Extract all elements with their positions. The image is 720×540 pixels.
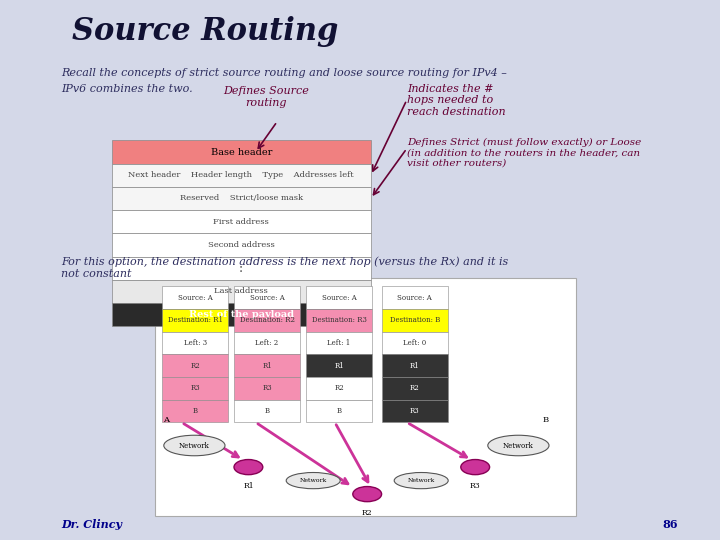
Text: Destination: R3: Destination: R3	[312, 316, 366, 324]
Ellipse shape	[488, 435, 549, 456]
Text: Left: 0: Left: 0	[403, 339, 426, 347]
Text: 86: 86	[662, 519, 678, 530]
Text: Network: Network	[179, 442, 210, 449]
Bar	[306, 377, 372, 400]
Bar	[155, 278, 576, 516]
Bar	[234, 377, 300, 400]
Text: Left: 2: Left: 2	[256, 339, 279, 347]
Bar	[112, 233, 371, 256]
Bar	[112, 280, 371, 303]
Bar	[306, 286, 372, 309]
Bar	[162, 332, 228, 354]
Bar	[382, 332, 448, 354]
Text: R2: R2	[362, 509, 372, 517]
Text: R1: R1	[334, 362, 344, 369]
Bar	[382, 400, 448, 422]
Text: B: B	[193, 407, 197, 415]
Bar	[112, 187, 371, 210]
Text: For this option, the destination address is the next hop (versus the Rx) and it : For this option, the destination address…	[61, 256, 508, 279]
Bar	[234, 332, 300, 354]
Bar	[234, 354, 300, 377]
Text: Source: A: Source: A	[250, 294, 284, 301]
Text: B: B	[337, 407, 341, 415]
Text: Left: 3: Left: 3	[184, 339, 207, 347]
Text: Second address: Second address	[208, 241, 274, 249]
Ellipse shape	[164, 435, 225, 456]
Text: A: A	[163, 416, 168, 424]
Bar	[234, 286, 300, 309]
Text: Network: Network	[503, 442, 534, 449]
Bar	[112, 164, 371, 187]
Text: :: :	[239, 261, 243, 275]
Text: Network: Network	[408, 478, 435, 483]
Text: Rest of the payload: Rest of the payload	[189, 310, 294, 319]
Bar	[112, 140, 371, 164]
Bar	[112, 303, 371, 326]
Text: R2: R2	[190, 362, 200, 369]
Text: R3: R3	[410, 407, 420, 415]
Bar	[382, 309, 448, 332]
Bar	[162, 354, 228, 377]
Text: Source: A: Source: A	[397, 294, 432, 301]
Text: R2: R2	[334, 384, 344, 392]
Text: Source Routing: Source Routing	[72, 16, 338, 47]
Text: IPv6 combines the two.: IPv6 combines the two.	[61, 84, 193, 94]
Text: R1: R1	[410, 362, 420, 369]
Ellipse shape	[461, 460, 490, 475]
Bar	[382, 354, 448, 377]
Bar	[306, 309, 372, 332]
Text: Last address: Last address	[215, 287, 268, 295]
Ellipse shape	[234, 460, 263, 475]
Text: B: B	[265, 407, 269, 415]
Bar	[306, 332, 372, 354]
Text: Recall the concepts of strict source routing and loose source routing for IPv4 –: Recall the concepts of strict source rou…	[61, 68, 507, 78]
Bar	[112, 210, 371, 233]
Text: Source: A: Source: A	[322, 294, 356, 301]
Bar	[162, 377, 228, 400]
Text: Network: Network	[300, 478, 327, 483]
Text: Source: A: Source: A	[178, 294, 212, 301]
Ellipse shape	[353, 487, 382, 502]
Text: R1: R1	[243, 482, 253, 490]
Bar	[162, 286, 228, 309]
Bar	[234, 400, 300, 422]
Text: Indicates the #
hops needed to
reach destination: Indicates the # hops needed to reach des…	[407, 84, 505, 117]
Bar	[162, 400, 228, 422]
Bar	[234, 309, 300, 332]
Bar	[306, 354, 372, 377]
Text: Base header: Base header	[210, 147, 272, 157]
Bar	[382, 377, 448, 400]
Text: R3: R3	[470, 482, 480, 490]
Text: Destination: R2: Destination: R2	[240, 316, 294, 324]
Ellipse shape	[395, 472, 448, 489]
Text: First address: First address	[213, 218, 269, 226]
Text: Left: 1: Left: 1	[328, 339, 351, 347]
Text: Next header    Header length    Type    Addresses left: Next header Header length Type Addresses…	[128, 171, 354, 179]
Text: R3: R3	[190, 384, 200, 392]
Bar	[306, 400, 372, 422]
Text: R3: R3	[262, 384, 272, 392]
Text: Reserved    Strict/loose mask: Reserved Strict/loose mask	[179, 194, 303, 202]
Text: Destination: R1: Destination: R1	[168, 316, 222, 324]
Bar	[112, 256, 371, 280]
Bar	[382, 286, 448, 309]
Text: Dr. Clincy: Dr. Clincy	[61, 519, 122, 530]
Text: R2: R2	[410, 384, 420, 392]
Text: Defines Source
routing: Defines Source routing	[223, 86, 310, 108]
Bar	[162, 309, 228, 332]
Text: B: B	[543, 416, 549, 424]
Text: Defines Strict (must follow exactly) or Loose
(in addition to the routers in the: Defines Strict (must follow exactly) or …	[407, 138, 641, 167]
Text: R1: R1	[262, 362, 272, 369]
Ellipse shape	[287, 472, 340, 489]
Text: Destination: B: Destination: B	[390, 316, 440, 324]
